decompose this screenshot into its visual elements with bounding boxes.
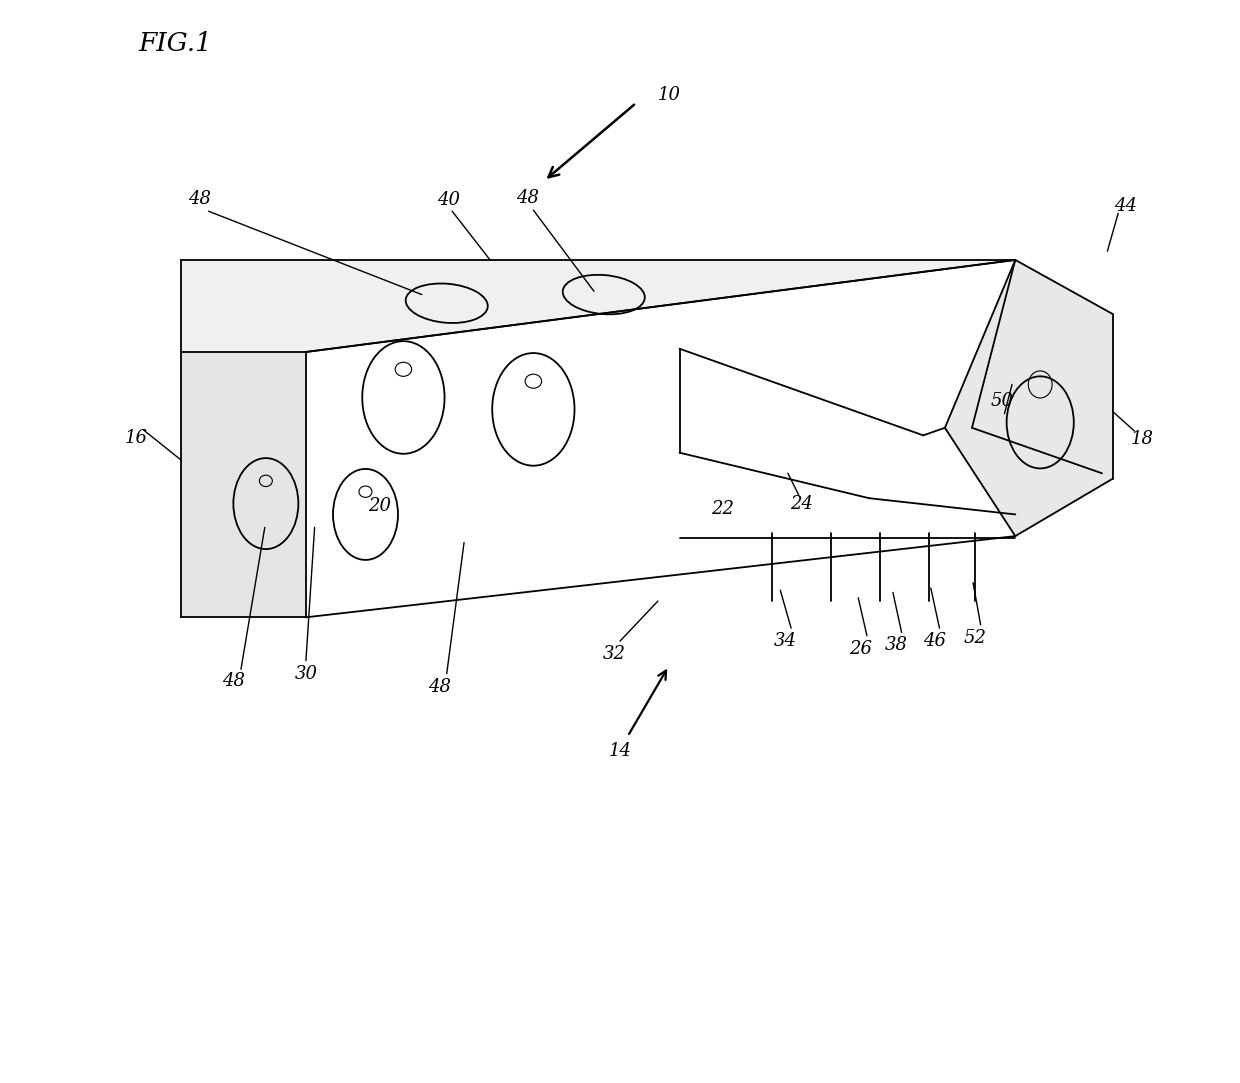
Text: 24: 24: [790, 495, 813, 512]
Text: 40: 40: [438, 192, 460, 209]
Polygon shape: [945, 260, 1112, 536]
Text: 22: 22: [712, 500, 734, 518]
Text: 10: 10: [657, 87, 681, 104]
Text: 34: 34: [774, 632, 797, 650]
Text: 20: 20: [368, 497, 391, 514]
Text: FIG.1: FIG.1: [138, 30, 212, 56]
Polygon shape: [181, 352, 306, 617]
Text: 46: 46: [923, 632, 946, 650]
Text: 52: 52: [963, 629, 987, 647]
Text: 48: 48: [222, 673, 244, 690]
Text: 50: 50: [991, 392, 1014, 409]
Polygon shape: [181, 260, 1016, 352]
Text: 32: 32: [603, 645, 626, 663]
Text: 38: 38: [884, 637, 908, 654]
Text: 14: 14: [609, 742, 631, 759]
Text: 18: 18: [1131, 430, 1153, 447]
Text: 16: 16: [124, 429, 148, 446]
Text: 48: 48: [516, 190, 539, 207]
Text: 44: 44: [1115, 197, 1137, 214]
Text: 48: 48: [188, 191, 211, 208]
Text: 48: 48: [428, 678, 450, 695]
Text: 30: 30: [294, 665, 317, 682]
Polygon shape: [306, 260, 1016, 617]
Text: 26: 26: [849, 640, 872, 657]
